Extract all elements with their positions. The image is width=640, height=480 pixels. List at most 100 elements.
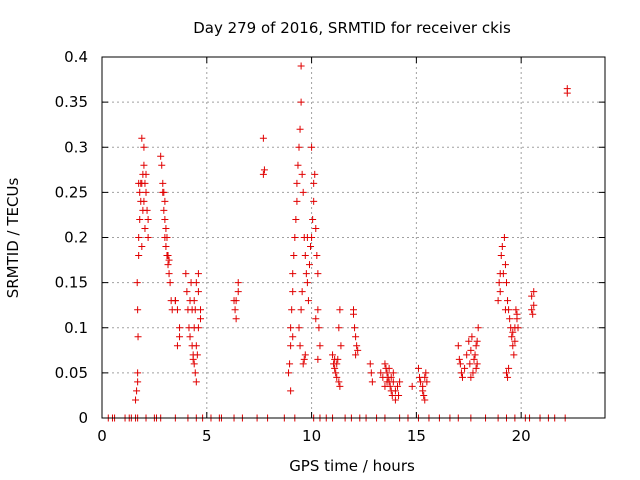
data-point xyxy=(301,351,309,359)
data-point xyxy=(352,333,360,341)
data-point xyxy=(160,206,168,214)
data-point xyxy=(134,369,142,377)
data-point xyxy=(389,369,397,377)
data-point xyxy=(138,243,146,251)
data-point xyxy=(310,179,318,187)
data-point xyxy=(383,378,391,386)
data-point xyxy=(468,333,476,341)
data-point xyxy=(473,360,481,368)
data-point xyxy=(173,306,181,314)
data-point xyxy=(304,297,312,305)
data-point xyxy=(140,197,148,205)
data-point xyxy=(192,342,200,350)
data-point xyxy=(312,224,320,232)
data-point xyxy=(294,161,302,169)
data-point xyxy=(289,270,297,278)
data-point xyxy=(194,324,202,332)
y-axis-title: SRMTID / TECUs xyxy=(4,178,22,299)
data-point xyxy=(157,152,165,160)
data-point xyxy=(298,288,306,296)
data-point xyxy=(173,342,181,350)
data-point xyxy=(528,292,536,300)
data-point xyxy=(301,252,309,260)
data-point xyxy=(144,234,152,241)
data-point xyxy=(470,355,478,363)
data-point xyxy=(158,161,166,169)
data-point xyxy=(336,306,344,314)
data-point xyxy=(135,234,143,241)
data-point xyxy=(497,252,505,260)
data-point xyxy=(140,143,148,151)
y-tick-label: 0.1 xyxy=(64,319,88,337)
data-point xyxy=(189,355,197,363)
data-point xyxy=(303,279,311,287)
data-point xyxy=(290,252,298,260)
data-point xyxy=(332,369,340,377)
data-point xyxy=(391,396,399,404)
data-point xyxy=(295,324,303,332)
data-point xyxy=(529,310,537,318)
data-point xyxy=(297,98,305,106)
data-point xyxy=(381,360,389,368)
data-point xyxy=(314,270,322,278)
data-point xyxy=(419,387,427,395)
data-point xyxy=(387,373,395,381)
data-point xyxy=(190,360,198,368)
data-point xyxy=(187,279,195,287)
data-point xyxy=(333,360,341,368)
data-point xyxy=(316,342,324,350)
data-point xyxy=(292,215,300,223)
data-point xyxy=(506,315,514,323)
data-point xyxy=(305,261,313,269)
data-point xyxy=(367,369,375,377)
data-point xyxy=(388,391,396,399)
data-point xyxy=(310,197,318,205)
data-point xyxy=(299,360,307,368)
data-point xyxy=(420,391,428,399)
data-point xyxy=(142,188,150,196)
data-point xyxy=(474,324,482,332)
data-point xyxy=(312,315,320,323)
data-point xyxy=(314,306,322,314)
data-point xyxy=(232,297,240,305)
data-point xyxy=(350,310,357,318)
data-point xyxy=(457,369,465,377)
y-tick-label: 0.2 xyxy=(64,229,88,247)
data-point xyxy=(166,279,174,287)
y-tick-label: 0.4 xyxy=(64,48,88,66)
data-point xyxy=(297,62,305,70)
data-point xyxy=(314,355,322,363)
data-point xyxy=(293,179,301,187)
data-point xyxy=(162,243,170,251)
data-point xyxy=(394,382,402,390)
data-point xyxy=(513,315,521,323)
data-point xyxy=(285,369,293,377)
data-point xyxy=(473,337,481,345)
x-tick-label: 15 xyxy=(407,427,426,445)
data-point xyxy=(381,382,389,390)
y-tick-label: 0 xyxy=(78,409,88,427)
data-point xyxy=(295,143,303,151)
data-point xyxy=(501,261,509,269)
data-point xyxy=(504,297,512,305)
data-point xyxy=(144,215,152,223)
x-axis-title: GPS time / hours xyxy=(289,457,415,475)
data-point xyxy=(232,315,240,323)
data-point xyxy=(495,279,503,287)
data-point xyxy=(134,306,142,314)
y-tick-label: 0.15 xyxy=(55,274,88,292)
data-point xyxy=(337,342,345,350)
data-point xyxy=(186,333,194,341)
data-point xyxy=(293,197,301,205)
data-point xyxy=(467,373,475,381)
data-point xyxy=(500,234,508,241)
data-point xyxy=(417,378,425,386)
data-point xyxy=(331,364,339,372)
data-point xyxy=(141,224,149,232)
data-point xyxy=(307,243,315,251)
data-point xyxy=(183,288,191,296)
data-point xyxy=(165,270,173,278)
data-point xyxy=(315,324,323,332)
data-point xyxy=(454,342,462,350)
